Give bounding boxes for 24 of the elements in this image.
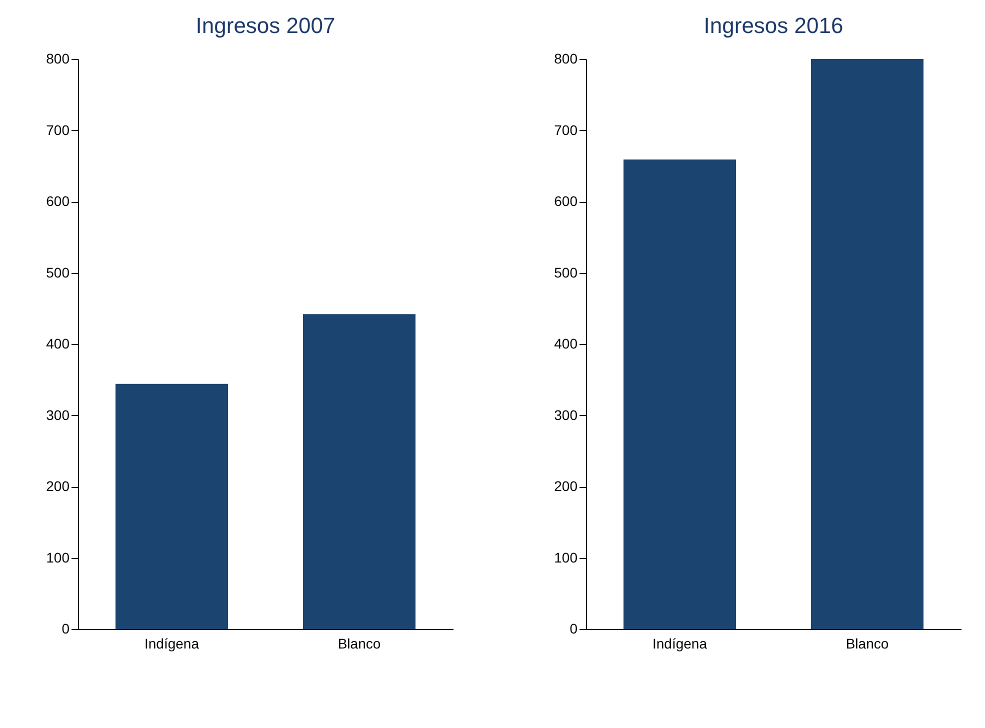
y-tick-label: 0 bbox=[570, 620, 578, 636]
y-tick-label: 400 bbox=[46, 336, 70, 352]
y-tick-label: 500 bbox=[554, 264, 578, 280]
y-tick-label: 200 bbox=[554, 478, 578, 494]
y-tick-label: 400 bbox=[554, 336, 578, 352]
y-tick-label: 500 bbox=[46, 264, 70, 280]
y-tick-label: 200 bbox=[46, 478, 70, 494]
x-tick-label: Indígena bbox=[144, 636, 200, 652]
y-tick-label: 100 bbox=[554, 549, 578, 566]
y-tick-label: 800 bbox=[46, 50, 70, 66]
y-tick-label: 700 bbox=[554, 122, 578, 138]
y-tick-label: 0 bbox=[62, 620, 70, 636]
x-tick-label: Indígena bbox=[652, 636, 708, 652]
chart-title: Ingresos 2007 bbox=[196, 13, 336, 38]
chart-title: Ingresos 2016 bbox=[704, 13, 844, 38]
y-tick-label: 700 bbox=[46, 122, 70, 138]
y-tick-label: 600 bbox=[554, 193, 578, 209]
y-tick-label: 800 bbox=[554, 50, 578, 66]
x-tick-label: Blanco bbox=[338, 636, 381, 652]
y-tick-label: 300 bbox=[46, 406, 70, 423]
y-tick-label: 600 bbox=[46, 193, 70, 209]
x-tick-label: Blanco bbox=[846, 636, 889, 652]
y-tick-label: 300 bbox=[554, 406, 578, 423]
y-tick-label: 100 bbox=[46, 549, 70, 566]
